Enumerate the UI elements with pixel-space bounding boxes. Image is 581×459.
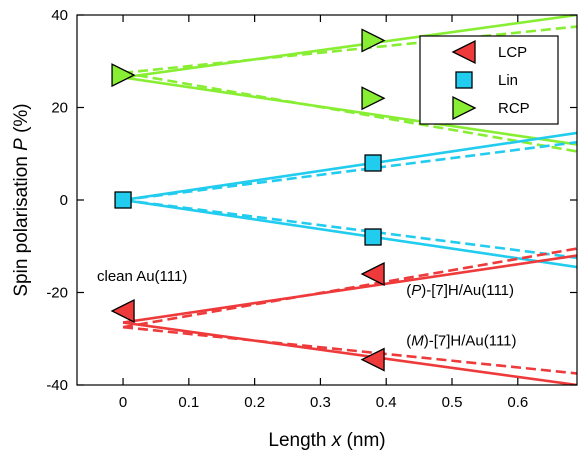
x-axis-title: Length x (nm)	[268, 430, 385, 451]
fit-line-10	[122, 321, 577, 385]
x-tick-label-5: 0.5	[442, 394, 463, 411]
annotations: clean Au(111) (P)-[7]H/Au(111) (M)-[7]H/Au…	[97, 268, 517, 350]
legend-marker-lin	[455, 71, 473, 89]
legend-label-lin: Lin	[498, 72, 518, 89]
fit-line-11	[122, 325, 577, 375]
x-tick-label-6: 0.6	[507, 394, 528, 411]
fit-line-7	[122, 198, 577, 260]
fit-line-4	[122, 131, 577, 202]
data-markers	[110, 28, 386, 372]
fit-line-5	[122, 140, 577, 202]
marker-rcp-1	[361, 28, 386, 53]
fit-lines	[122, 15, 577, 385]
x-tick-label-4: 0.4	[376, 394, 397, 411]
y-axis-title: Spin polarisation P (%)	[11, 103, 32, 296]
legend: LCP Lin RCP	[419, 35, 559, 125]
annotation-2: (M)-[7]H/Au(111)	[406, 333, 516, 350]
marker-lcp-0	[110, 298, 135, 324]
marker-lin-0	[114, 191, 132, 209]
x-tick-label-3: 0.3	[310, 394, 331, 411]
fit-line-3	[122, 71, 577, 153]
annotation-0: clean Au(111)	[97, 268, 187, 285]
marker-lcp-1	[360, 261, 385, 287]
y-tick-label-2: 0	[60, 192, 68, 209]
y-tick-label-4: 40	[51, 7, 68, 24]
x-tick-label-1: 0.1	[178, 394, 199, 411]
axis-ticks: 0 0.1 0.2 0.3 0.4 0.5 0.6 -40 -20 0 20 40	[46, 7, 577, 411]
legend-label-rcp: RCP	[498, 100, 530, 117]
x-tick-label-2: 0.2	[244, 394, 265, 411]
marker-lcp-2	[360, 347, 385, 372]
y-tick-label-0: -40	[46, 377, 68, 394]
annotation-1: (P)-[7]H/Au(111)	[406, 282, 514, 299]
y-tick-label-1: -20	[46, 285, 68, 302]
legend-label-lcp: LCP	[498, 44, 527, 61]
marker-lin-2	[364, 228, 382, 246]
legend-marker-lcp	[451, 39, 476, 65]
legend-marker-rcp	[452, 95, 477, 121]
marker-lin-1	[364, 154, 382, 172]
x-tick-label-0: 0	[119, 394, 127, 411]
fit-line-6	[122, 198, 577, 269]
marker-rcp-2	[361, 86, 386, 111]
fit-line-9	[122, 247, 577, 329]
fit-line-1	[122, 25, 577, 75]
legend-box	[419, 35, 559, 125]
fit-line-0	[122, 15, 577, 79]
marker-rcp-0	[111, 63, 136, 88]
y-tick-label-3: 20	[51, 100, 68, 117]
